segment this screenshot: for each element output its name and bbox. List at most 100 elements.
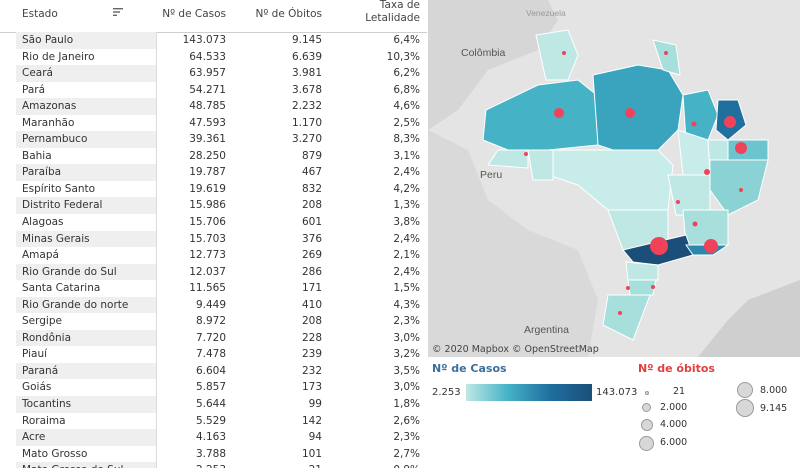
table-row[interactable]: Minas Gerais 15.703 376 2,4% xyxy=(0,230,427,248)
table-row[interactable]: Paraná 6.604 232 3,5% xyxy=(0,362,427,380)
legend-size-label: 2.000 xyxy=(660,402,688,413)
cell-obitos: 2.232 xyxy=(291,100,322,113)
table-row[interactable]: Santa Catarina 11.565 171 1,5% xyxy=(0,280,427,297)
cell-casos: 5.644 xyxy=(195,398,226,411)
cell-taxa: 1,3% xyxy=(393,199,420,212)
cell-estado: Mato Grosso xyxy=(22,447,88,460)
neighbor-land xyxy=(428,0,558,130)
cell-taxa: 6,4% xyxy=(393,34,420,46)
table-row[interactable]: Rio Grande do norte 9.449 410 4,3% xyxy=(0,296,427,314)
table-row[interactable]: Bahia 28.250 879 3,1% xyxy=(0,148,427,165)
cell-casos: 7.720 xyxy=(195,331,226,344)
cell-estado: Santa Catarina xyxy=(22,282,101,295)
cell-taxa: 2,4% xyxy=(393,232,420,245)
legend-size-dot xyxy=(645,391,649,395)
cell-taxa: 2,4% xyxy=(393,265,420,278)
cell-taxa: 6,2% xyxy=(393,67,420,80)
cell-obitos: 6.639 xyxy=(291,50,322,63)
table-row[interactable]: Tocantins 5.644 99 1,8% xyxy=(0,396,427,413)
table-row[interactable]: Sergipe 8.972 208 2,3% xyxy=(0,313,427,330)
table-row[interactable]: Distrito Federal 15.986 208 1,3% xyxy=(0,197,427,215)
bubble-parana xyxy=(626,286,630,290)
cell-obitos: 173 xyxy=(301,381,322,394)
cell-estado: Pernambuco xyxy=(16,131,156,148)
table-row[interactable]: Acre 4.163 94 2,3% xyxy=(0,429,427,446)
cell-taxa: 3,8% xyxy=(393,216,420,229)
map-attribution[interactable]: © 2020 Mapbox © OpenStreetMap xyxy=(432,344,599,355)
table-row[interactable]: Rio Grande do Sul 12.037 286 2,4% xyxy=(0,263,427,281)
cell-obitos: 142 xyxy=(301,414,322,427)
table-row[interactable]: Alagoas 15.706 601 3,8% xyxy=(0,214,427,231)
cell-taxa: 1,8% xyxy=(393,398,420,411)
cell-taxa: 2,7% xyxy=(393,447,420,460)
state-rio-grande-do-sul xyxy=(602,294,651,341)
column-header-obitos[interactable]: Nº de Óbitos xyxy=(255,8,322,20)
cell-casos: 39.361 xyxy=(189,133,226,146)
cell-taxa: 3,1% xyxy=(393,149,420,162)
cell-obitos: 467 xyxy=(301,166,322,179)
cell-taxa: 3,0% xyxy=(393,331,420,344)
legend-color-ramp xyxy=(466,384,592,401)
cell-taxa: 2,4% xyxy=(393,166,420,179)
cell-estado: Goiás xyxy=(22,381,52,394)
cell-estado: Alagoas xyxy=(22,216,64,229)
cell-casos: 12.773 xyxy=(189,249,226,262)
cell-estado: Distrito Federal xyxy=(16,197,156,215)
cell-obitos: 21 xyxy=(250,462,322,468)
table-row[interactable]: Pará 54.271 3.678 6,8% xyxy=(0,82,427,99)
state-parana xyxy=(625,261,659,281)
table-row[interactable]: Amazonas 48.785 2.232 4,6% xyxy=(0,98,427,115)
bubble-santa-catarina xyxy=(651,285,655,289)
cell-estado: Paraíba xyxy=(16,164,156,181)
bubble-para xyxy=(625,108,635,118)
bubble-rio-grande-do-sul xyxy=(618,311,622,315)
cell-taxa: 0,9% xyxy=(340,462,420,468)
table-row[interactable]: Mato Grosso 3.788 101 2,7% xyxy=(0,446,427,463)
table-row[interactable]: Amapá 12.773 269 2,1% xyxy=(0,247,427,264)
state-amapa xyxy=(652,39,681,76)
bubble-alagoas xyxy=(739,188,743,192)
table-row[interactable]: Ceará 63.957 3.981 6,2% xyxy=(0,65,427,82)
table-row[interactable]: Goiás 5.857 173 3,0% xyxy=(0,379,427,396)
neighbor-land xyxy=(428,130,598,357)
state-rondonia xyxy=(527,149,554,181)
sort-icon[interactable] xyxy=(112,6,124,18)
column-header-estado[interactable]: Estado xyxy=(22,8,58,20)
cell-obitos: 101 xyxy=(301,447,322,460)
cell-obitos: 99 xyxy=(308,398,322,411)
table-row[interactable]: Mato Grosso do Sul 2.253 21 0,9% xyxy=(0,462,427,468)
cell-obitos: 3.270 xyxy=(291,133,322,146)
cell-obitos: 228 xyxy=(301,331,322,344)
table-row[interactable]: Pernambuco 39.361 3.270 8,3% xyxy=(0,131,427,148)
column-header-taxa[interactable]: Taxa de Letalidade xyxy=(340,0,420,25)
cell-obitos: 879 xyxy=(301,149,322,162)
cell-estado: Pará xyxy=(22,83,46,96)
table-row[interactable]: São Paulo 143.073 9.145 6,4% xyxy=(0,32,427,49)
table-row[interactable]: Maranhão 47.593 1.170 2,5% xyxy=(0,115,427,132)
brazil-map[interactable]: Colômbia Venezuela Peru Argentina xyxy=(428,0,800,357)
table-row[interactable]: Espírito Santo 19.619 832 4,2% xyxy=(0,181,427,198)
cell-obitos: 94 xyxy=(308,431,322,444)
table-row[interactable]: Paraíba 19.787 467 2,4% xyxy=(0,164,427,181)
table-row[interactable]: Rio de Janeiro 64.533 6.639 10,3% xyxy=(0,49,427,66)
bubble-minas-gerais xyxy=(692,221,698,227)
column-header-casos[interactable]: Nº de Casos xyxy=(162,8,226,20)
ocean xyxy=(698,280,800,357)
cell-casos: 6.604 xyxy=(195,364,226,377)
cell-taxa: 4,6% xyxy=(393,100,420,113)
table-row[interactable]: Rondônia 7.720 228 3,0% xyxy=(0,329,427,347)
cell-obitos: 1.170 xyxy=(291,116,322,129)
label-peru: Peru xyxy=(480,169,502,181)
cell-estado: Amazonas xyxy=(16,98,156,115)
cell-casos: 48.785 xyxy=(189,100,226,113)
cell-estado: Rio de Janeiro xyxy=(22,50,95,63)
cell-estado: Minas Gerais xyxy=(16,230,156,248)
cell-estado: Acre xyxy=(16,429,156,446)
cell-casos: 5.857 xyxy=(195,381,226,394)
table-row[interactable]: Roraima 5.529 142 2,6% xyxy=(0,413,427,430)
cell-taxa: 4,2% xyxy=(393,182,420,195)
cell-obitos: 208 xyxy=(301,199,322,212)
table-row[interactable]: Piauí 7.478 239 3,2% xyxy=(0,346,427,363)
cell-casos: 11.565 xyxy=(189,282,226,295)
cell-estado: Bahia xyxy=(22,149,52,162)
